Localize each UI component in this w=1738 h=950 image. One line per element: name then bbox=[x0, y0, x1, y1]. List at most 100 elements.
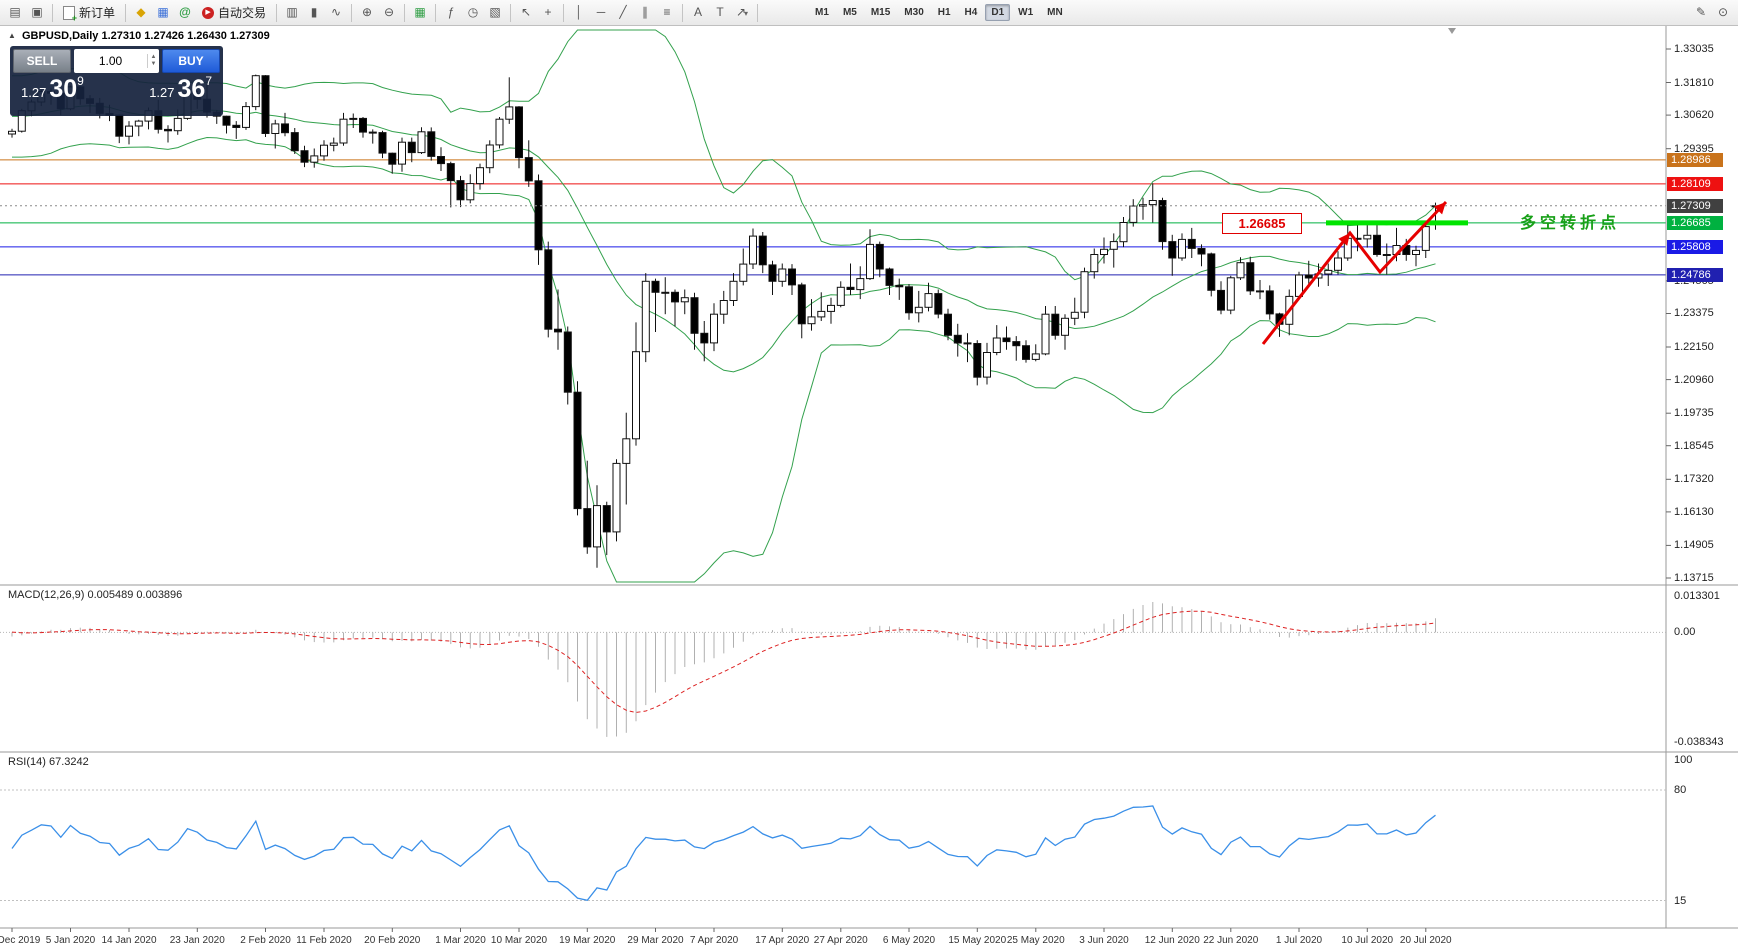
toolbar-divider bbox=[52, 3, 53, 22]
toolbar-divider bbox=[276, 3, 278, 22]
date-axis-label: 10 Mar 2020 bbox=[490, 935, 548, 946]
toolbar-divider bbox=[351, 3, 353, 22]
date-axis-label: 1 Mar 2020 bbox=[435, 935, 486, 946]
crosshair-icon[interactable]: + bbox=[544, 4, 552, 19]
date-axis-label: 26 Dec 2019 bbox=[0, 935, 41, 946]
new-chart-icon[interactable]: ▤ bbox=[9, 4, 21, 19]
price-axis-badge: 1.27309 bbox=[1667, 198, 1723, 213]
price-axis-label: 1.16130 bbox=[1674, 505, 1714, 518]
toolbar-divider bbox=[125, 3, 127, 22]
date-axis-label: 10 Jul 2020 bbox=[1341, 935, 1394, 946]
toolbar-divider bbox=[757, 3, 759, 22]
text-icon[interactable]: A bbox=[694, 4, 703, 19]
community-icon[interactable]: @ bbox=[179, 4, 191, 19]
timeframe-button-h4[interactable]: H4 bbox=[964, 7, 978, 18]
price-axis-label: 1.14905 bbox=[1674, 539, 1714, 552]
rsi-scale-label: 100 bbox=[1674, 754, 1693, 766]
sell-button[interactable]: SELL bbox=[13, 49, 71, 73]
date-axis-label: 19 Mar 2020 bbox=[559, 935, 616, 946]
price-axis-label: 1.29395 bbox=[1674, 142, 1714, 155]
arrows-tool-icon[interactable]: ↗▾ bbox=[735, 4, 749, 19]
cursor-icon[interactable]: ↖ bbox=[521, 4, 532, 19]
macd-indicator-label: MACD(12,26,9) 0.005489 0.003896 bbox=[8, 589, 183, 601]
timeframe-toolbar: M1 M5 M15 M30 H1 H4 D1 W1 MN bbox=[808, 4, 1070, 21]
auto-trading-button[interactable]: ▶ 自动交易 bbox=[196, 2, 272, 24]
fibonacci-icon[interactable]: ≡ bbox=[663, 4, 671, 19]
zoom-in-icon[interactable]: ⊕ bbox=[362, 4, 373, 19]
buy-price-display: 1.27 367 bbox=[149, 74, 212, 104]
vertical-line-icon[interactable]: │ bbox=[575, 4, 583, 19]
toolbar: ▤ ▣ 新订单 ◆ ▦ @ ▶ 自动交易 ▥ ▮ ∿ ⊕ ⊖ ▦ ƒ ◷ ▧ ↖… bbox=[0, 0, 1738, 26]
macd-scale-label: 0.013301 bbox=[1674, 590, 1720, 602]
trendline-icon[interactable]: ╱ bbox=[619, 4, 627, 19]
price-flag-label: 1.26685 bbox=[1222, 213, 1302, 234]
periods-icon[interactable]: ◷ bbox=[467, 4, 479, 19]
macd-scale-label: 0.00 bbox=[1674, 626, 1696, 639]
toolbar-right-group: ✎ ⊙ bbox=[1690, 2, 1734, 24]
auto-trading-icon: ▶ bbox=[202, 6, 215, 19]
channel-icon[interactable]: ∥ bbox=[642, 4, 649, 19]
timeframe-button-m5[interactable]: M5 bbox=[842, 7, 857, 18]
chart-shift-marker[interactable] bbox=[1448, 28, 1456, 34]
date-axis-label: 25 May 2020 bbox=[1006, 935, 1065, 946]
price-axis-badge: 1.24786 bbox=[1667, 267, 1723, 282]
toolbar-divider bbox=[404, 3, 406, 22]
timeframe-button-w1[interactable]: W1 bbox=[1018, 7, 1034, 18]
timeframe-button-h1[interactable]: H1 bbox=[937, 7, 951, 18]
macd-scale-label: -0.038343 bbox=[1674, 736, 1724, 748]
timeframe-button-m30[interactable]: M30 bbox=[904, 7, 924, 18]
timeframe-button-m1[interactable]: M1 bbox=[815, 7, 829, 18]
metaeditor-icon[interactable]: ◆ bbox=[136, 4, 146, 19]
toolbar-divider bbox=[510, 3, 512, 22]
line-chart-icon[interactable]: ∿ bbox=[331, 4, 342, 19]
price-axis-badge: 1.26685 bbox=[1667, 215, 1723, 230]
date-axis-label: 29 Mar 2020 bbox=[627, 935, 684, 946]
indicators-icon[interactable]: ƒ bbox=[447, 4, 455, 19]
rsi-indicator-label: RSI(14) 67.3242 bbox=[8, 756, 89, 768]
rsi-scale-label: 15 bbox=[1674, 894, 1687, 907]
timeframe-button-d1[interactable]: D1 bbox=[985, 4, 1011, 21]
zoom-out-icon[interactable]: ⊖ bbox=[384, 4, 395, 19]
date-axis-label: 14 Jan 2020 bbox=[101, 935, 157, 946]
profiles-icon[interactable]: ▣ bbox=[31, 4, 43, 19]
date-axis-label: 23 Jan 2020 bbox=[169, 935, 225, 946]
price-axis-label: 1.31810 bbox=[1674, 76, 1714, 89]
data-window-icon[interactable]: ▦ bbox=[157, 4, 169, 19]
date-axis-label: 22 Jun 2020 bbox=[1203, 935, 1259, 946]
tile-windows-icon[interactable]: ▦ bbox=[414, 4, 426, 19]
candlestick-chart-icon[interactable]: ▮ bbox=[310, 4, 318, 19]
turning-point-annotation: 多空转折点 bbox=[1520, 215, 1621, 232]
price-axis-label: 1.13715 bbox=[1674, 571, 1714, 584]
date-axis-label: 3 Jun 2020 bbox=[1079, 935, 1129, 946]
symbol-collapse-icon[interactable]: ▲ bbox=[8, 31, 16, 40]
toolbar-divider bbox=[563, 3, 565, 22]
volume-input[interactable] bbox=[74, 53, 147, 69]
timeframe-button-mn[interactable]: MN bbox=[1047, 7, 1063, 18]
new-order-button[interactable]: 新订单 bbox=[57, 2, 121, 24]
volume-spinner-icons[interactable]: ▲ ▼ bbox=[147, 54, 159, 68]
date-axis-label: 1 Jul 2020 bbox=[1275, 935, 1323, 946]
horizontal-line-icon[interactable]: ─ bbox=[596, 4, 606, 19]
text-label-icon[interactable]: T bbox=[716, 4, 724, 19]
search-icon[interactable]: ⊙ bbox=[1717, 4, 1729, 19]
date-axis-label: 15 May 2020 bbox=[948, 935, 1007, 946]
buy-button[interactable]: BUY bbox=[162, 49, 220, 73]
price-axis-label: 1.19735 bbox=[1674, 407, 1714, 420]
price-axis-badge: 1.28986 bbox=[1667, 152, 1723, 167]
price-axis-badge: 1.28109 bbox=[1667, 176, 1723, 191]
templates-icon[interactable]: ▧ bbox=[489, 4, 501, 19]
date-axis-label: 20 Jul 2020 bbox=[1399, 935, 1452, 946]
date-axis-label: 11 Feb 2020 bbox=[296, 935, 352, 946]
edit-icon[interactable]: ✎ bbox=[1695, 4, 1707, 19]
chevron-down-icon: ▾ bbox=[744, 8, 749, 18]
date-axis-label: 2 Feb 2020 bbox=[240, 935, 291, 946]
date-axis-label: 6 May 2020 bbox=[882, 935, 936, 946]
date-axis-label: 7 Apr 2020 bbox=[689, 935, 739, 946]
bar-chart-icon[interactable]: ▥ bbox=[286, 4, 298, 19]
timeframe-button-m15[interactable]: M15 bbox=[870, 7, 891, 18]
price-axis-label: 1.18545 bbox=[1674, 439, 1714, 452]
price-axis-label: 1.23375 bbox=[1674, 307, 1714, 320]
